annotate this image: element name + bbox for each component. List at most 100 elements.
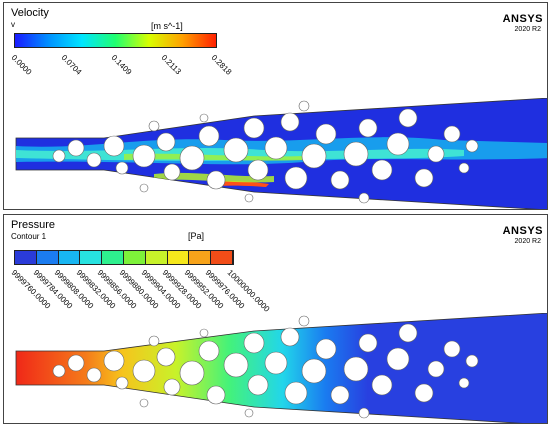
obstacle-circle xyxy=(52,149,66,163)
obstacle-circle xyxy=(343,356,369,382)
ansys-logo: ANSYS xyxy=(502,225,543,237)
obstacle-circle xyxy=(301,143,327,169)
velocity-title: Velocity xyxy=(11,7,49,19)
obstacle-circle xyxy=(358,333,378,353)
obstacle-circle xyxy=(330,385,350,405)
obstacle-circle xyxy=(132,359,156,383)
obstacle-circle xyxy=(298,315,310,327)
obstacle-circle xyxy=(139,183,149,193)
obstacle-circle xyxy=(427,145,445,163)
obstacle-circle xyxy=(243,117,265,139)
pressure-contour-panel: Pressure Contour 1 [Pa] ANSYS 2020 R2 99… xyxy=(3,214,548,424)
obstacle-circle xyxy=(315,338,337,360)
obstacle-circle xyxy=(280,112,300,132)
obstacle-circle xyxy=(156,132,176,152)
obstacle-circle xyxy=(284,166,308,190)
velocity-tick-label: 0.1409 xyxy=(109,53,134,77)
obstacle-circle xyxy=(358,407,370,419)
velocity-colorbar xyxy=(14,33,217,48)
obstacle-circle xyxy=(427,360,445,378)
pressure-color-band xyxy=(102,251,124,264)
obstacle-circle xyxy=(179,360,205,386)
obstacle-circle xyxy=(223,137,249,163)
pressure-color-band xyxy=(189,251,212,264)
obstacle-circle xyxy=(386,132,410,156)
obstacle-circle xyxy=(206,170,226,190)
obstacle-circle xyxy=(398,108,418,128)
obstacle-circle xyxy=(358,118,378,138)
obstacle-circle xyxy=(163,378,181,396)
obstacle-circle xyxy=(330,170,350,190)
obstacle-circle xyxy=(398,323,418,343)
velocity-field xyxy=(15,98,547,209)
obstacle-circle xyxy=(103,350,125,372)
obstacle-circle xyxy=(414,383,434,403)
obstacle-circle xyxy=(414,168,434,188)
obstacle-circle xyxy=(206,385,226,405)
obstacle-circle xyxy=(244,193,254,203)
obstacle-circle xyxy=(465,139,479,153)
obstacle-circle xyxy=(458,162,470,174)
pressure-color-band xyxy=(145,251,168,264)
obstacle-circle xyxy=(198,340,220,362)
obstacle-circle xyxy=(179,145,205,171)
obstacle-circle xyxy=(280,327,300,347)
obstacle-circle xyxy=(284,381,308,405)
obstacle-circle xyxy=(156,347,176,367)
obstacle-circle xyxy=(371,159,393,181)
obstacle-circle xyxy=(198,125,220,147)
obstacle-circle xyxy=(132,144,156,168)
obstacle-circle xyxy=(243,332,265,354)
pressure-color-band xyxy=(167,251,190,264)
obstacle-circle xyxy=(148,335,160,347)
obstacle-circle xyxy=(465,354,479,368)
obstacle-circle xyxy=(343,141,369,167)
obstacle-circle xyxy=(247,159,269,181)
obstacle-circle xyxy=(264,351,288,375)
obstacle-circle xyxy=(86,367,102,383)
pressure-color-band xyxy=(36,251,59,264)
obstacle-circle xyxy=(386,347,410,371)
obstacle-circle xyxy=(115,161,129,175)
pressure-contour-label: Contour 1 xyxy=(11,232,47,241)
obstacle-circle xyxy=(371,374,393,396)
pressure-unit: [Pa] xyxy=(188,231,205,241)
velocity-tick-label: 0.2818 xyxy=(209,53,234,77)
obstacle-circle xyxy=(115,376,129,390)
obstacle-circle xyxy=(301,358,327,384)
velocity-variable: v xyxy=(11,20,15,29)
ansys-logo: ANSYS xyxy=(502,13,543,25)
obstacle-circle xyxy=(315,123,337,145)
obstacle-circle xyxy=(264,136,288,160)
ansys-version: 2020 R2 xyxy=(514,238,541,245)
obstacle-circle xyxy=(103,135,125,157)
obstacle-circle xyxy=(199,328,209,338)
obstacle-circle xyxy=(443,125,461,143)
pressure-colorbar xyxy=(14,250,234,265)
obstacle-circle xyxy=(67,354,85,372)
obstacle-circle xyxy=(443,340,461,358)
obstacle-circle xyxy=(298,100,310,112)
obstacle-circle xyxy=(148,120,160,132)
obstacle-circle xyxy=(163,163,181,181)
obstacle-circle xyxy=(458,377,470,389)
pressure-color-band xyxy=(123,251,146,264)
pressure-title: Pressure xyxy=(11,219,56,231)
pressure-color-band xyxy=(211,251,233,264)
velocity-tick-label: 0.0704 xyxy=(59,53,84,77)
pressure-color-band xyxy=(15,251,37,264)
obstacle-circle xyxy=(86,152,102,168)
obstacle-circle xyxy=(199,113,209,123)
velocity-tick-label: 0.2113 xyxy=(159,53,183,77)
velocity-contour-panel: Velocity v [m s^-1] ANSYS 2020 R2 0.0000… xyxy=(3,2,548,210)
velocity-tick-label: 0.0000 xyxy=(9,53,34,77)
obstacle-circle xyxy=(244,408,254,418)
obstacle-circle xyxy=(223,352,249,378)
pressure-field xyxy=(15,313,547,423)
velocity-unit: [m s^-1] xyxy=(151,21,183,31)
pressure-color-band xyxy=(58,251,81,264)
obstacle-circle xyxy=(67,139,85,157)
obstacle-circle xyxy=(52,364,66,378)
obstacle-circle xyxy=(358,192,370,204)
pressure-color-band xyxy=(80,251,103,264)
